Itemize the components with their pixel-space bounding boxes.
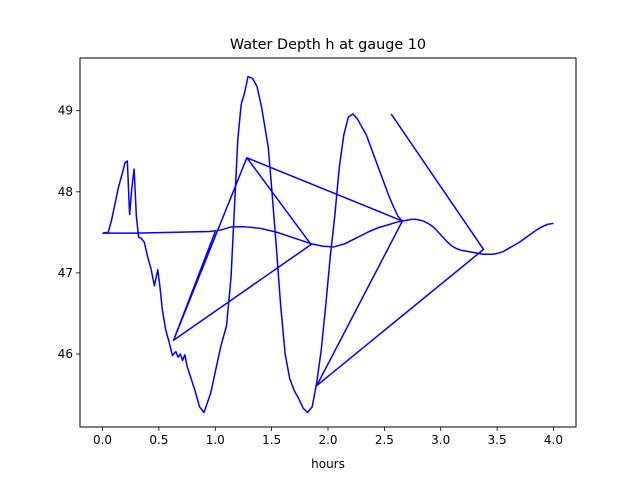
chart-title: Water Depth h at gauge 10	[230, 37, 426, 53]
x-tick-label: 4.0	[544, 433, 563, 447]
x-tick-label: 2.0	[318, 433, 337, 447]
plot-area	[102, 75, 554, 414]
y-tick-label: 46	[58, 347, 73, 361]
series-line-3	[172, 157, 404, 386]
y-axis: 46 47 48 49	[58, 104, 80, 361]
x-tick-label: 3.0	[431, 433, 450, 447]
plot-frame	[79, 57, 577, 428]
series-line-4	[315, 113, 485, 387]
x-tick-label: 3.5	[488, 433, 507, 447]
series-line-2	[102, 220, 403, 248]
series-line-1	[102, 75, 554, 414]
y-tick-label: 47	[58, 266, 73, 280]
y-tick-label: 48	[58, 185, 73, 199]
x-tick-label: 2.5	[375, 433, 394, 447]
y-tick-label: 49	[58, 104, 73, 118]
x-tick-label: 1.0	[206, 433, 225, 447]
x-axis-label: hours	[311, 457, 345, 471]
x-tick-label: 0.0	[93, 433, 112, 447]
x-tick-label: 0.5	[149, 433, 168, 447]
x-tick-label: 1.5	[262, 433, 281, 447]
x-axis: 0.0 0.5 1.0 1.5 2.0 2.5 3.0 3.5 4.0	[93, 427, 563, 447]
